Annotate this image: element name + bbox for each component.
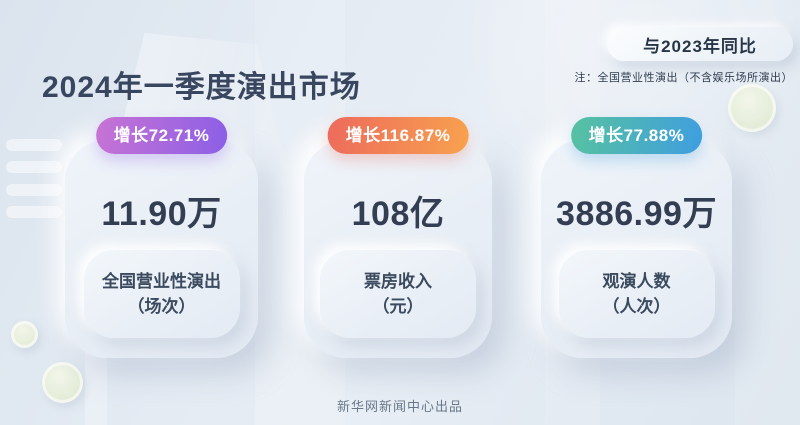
metric-label-box: 票房收入 （元） [320,250,476,338]
footnote-text: 注：全国营业性演出（不含娱乐场所演出） [574,72,793,84]
metric-label-line2: （场次） [127,297,196,316]
stat-card-box-office: 增长116.87% 108亿 票房收入 （元） [304,117,492,358]
decor-vertical-strip [735,0,800,425]
decor-bar [6,184,62,196]
credit-text: 新华网新闻中心出品 [336,399,463,414]
metric-label-line1: 票房收入 [364,272,432,291]
decor-coin-icon [728,84,776,132]
growth-badge: 增长116.87% [327,117,469,154]
stat-value: 108亿 [351,195,445,233]
metric-label-line2: （人次） [602,297,671,316]
decor-coin-icon [11,321,38,348]
decor-coin-icon [42,362,83,403]
stat-value: 3886.99万 [556,195,717,233]
growth-badge: 增长77.88% [570,117,703,154]
stat-card-performances: 增长72.71% 11.90万 全国营业性演出 （场次） [65,117,258,358]
stat-card-audience: 增长77.88% 3886.99万 观演人数 （人次） [541,117,732,358]
decor-bar [6,161,62,173]
decor-bar [6,206,62,218]
comparison-badge: 与2023年同比 [607,27,793,61]
stat-value: 11.90万 [101,195,222,233]
metric-label-line1: 观演人数 [602,272,671,291]
decor-bar [6,139,62,151]
metric-label-box: 全国营业性演出 （场次） [83,250,240,338]
metric-label-line1: 全国营业性演出 [102,272,221,291]
decor-vertical-strip [85,350,107,425]
metric-label-line2: （元） [372,297,424,316]
growth-badge: 增长72.71% [95,117,228,154]
metric-label-box: 观演人数 （人次） [558,250,715,338]
page-title: 2024年一季度演出市场 [42,71,361,105]
